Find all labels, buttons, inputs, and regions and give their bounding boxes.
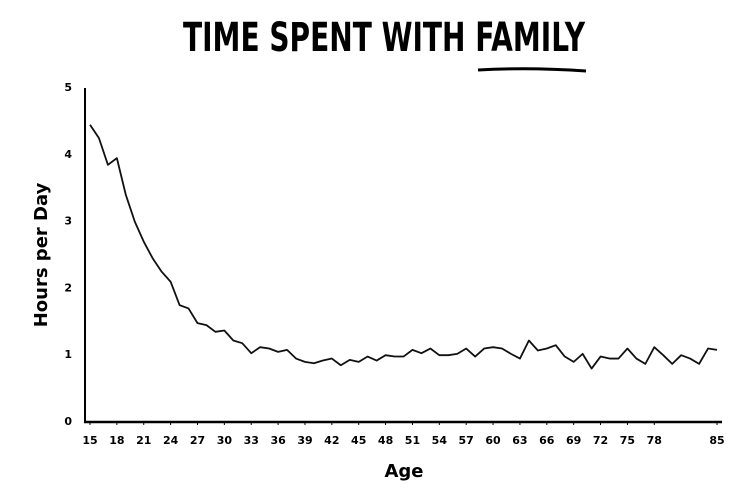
x-tick-label: 24 bbox=[163, 434, 179, 447]
x-tick-label: 60 bbox=[485, 434, 501, 447]
x-tick-label: 78 bbox=[647, 434, 662, 447]
x-tick-label: 57 bbox=[459, 434, 474, 447]
x-tick-label: 33 bbox=[244, 434, 259, 447]
y-tick-label: 2 bbox=[64, 281, 72, 294]
x-tick-label: 72 bbox=[593, 434, 608, 447]
x-tick-label: 66 bbox=[539, 434, 555, 447]
x-tick-label: 48 bbox=[378, 434, 393, 447]
data-line bbox=[89, 124, 718, 370]
x-tick-label: 36 bbox=[270, 434, 286, 447]
x-tick-label: 15 bbox=[82, 434, 97, 447]
title-underline bbox=[477, 67, 587, 73]
x-tick-label: 30 bbox=[217, 434, 233, 447]
x-tick-label: 51 bbox=[405, 434, 420, 447]
x-tick-label: 45 bbox=[351, 434, 366, 447]
x-tick-label: 85 bbox=[709, 434, 724, 447]
y-tick-label: 3 bbox=[64, 215, 72, 228]
y-tick-label: 1 bbox=[64, 348, 72, 361]
x-tick-label: 69 bbox=[566, 434, 581, 447]
x-tick-label: 54 bbox=[432, 434, 448, 447]
x-axis-title: Age bbox=[384, 461, 423, 482]
x-tick-label: 18 bbox=[109, 434, 124, 447]
chart-title: TIME SPENT WITH FAMILY bbox=[183, 15, 586, 61]
x-tick-label: 27 bbox=[190, 434, 205, 447]
x-tick-label: 63 bbox=[512, 434, 527, 447]
x-tick-label: 75 bbox=[620, 434, 635, 447]
x-tick-label: 42 bbox=[324, 434, 339, 447]
y-tick-label: 5 bbox=[64, 81, 72, 94]
x-tick-label: 39 bbox=[297, 434, 312, 447]
y-tick-label: 4 bbox=[64, 148, 72, 161]
y-axis-title: Hours per Day bbox=[31, 182, 52, 327]
y-tick-label: 0 bbox=[64, 415, 72, 428]
x-tick-label: 21 bbox=[136, 434, 151, 447]
